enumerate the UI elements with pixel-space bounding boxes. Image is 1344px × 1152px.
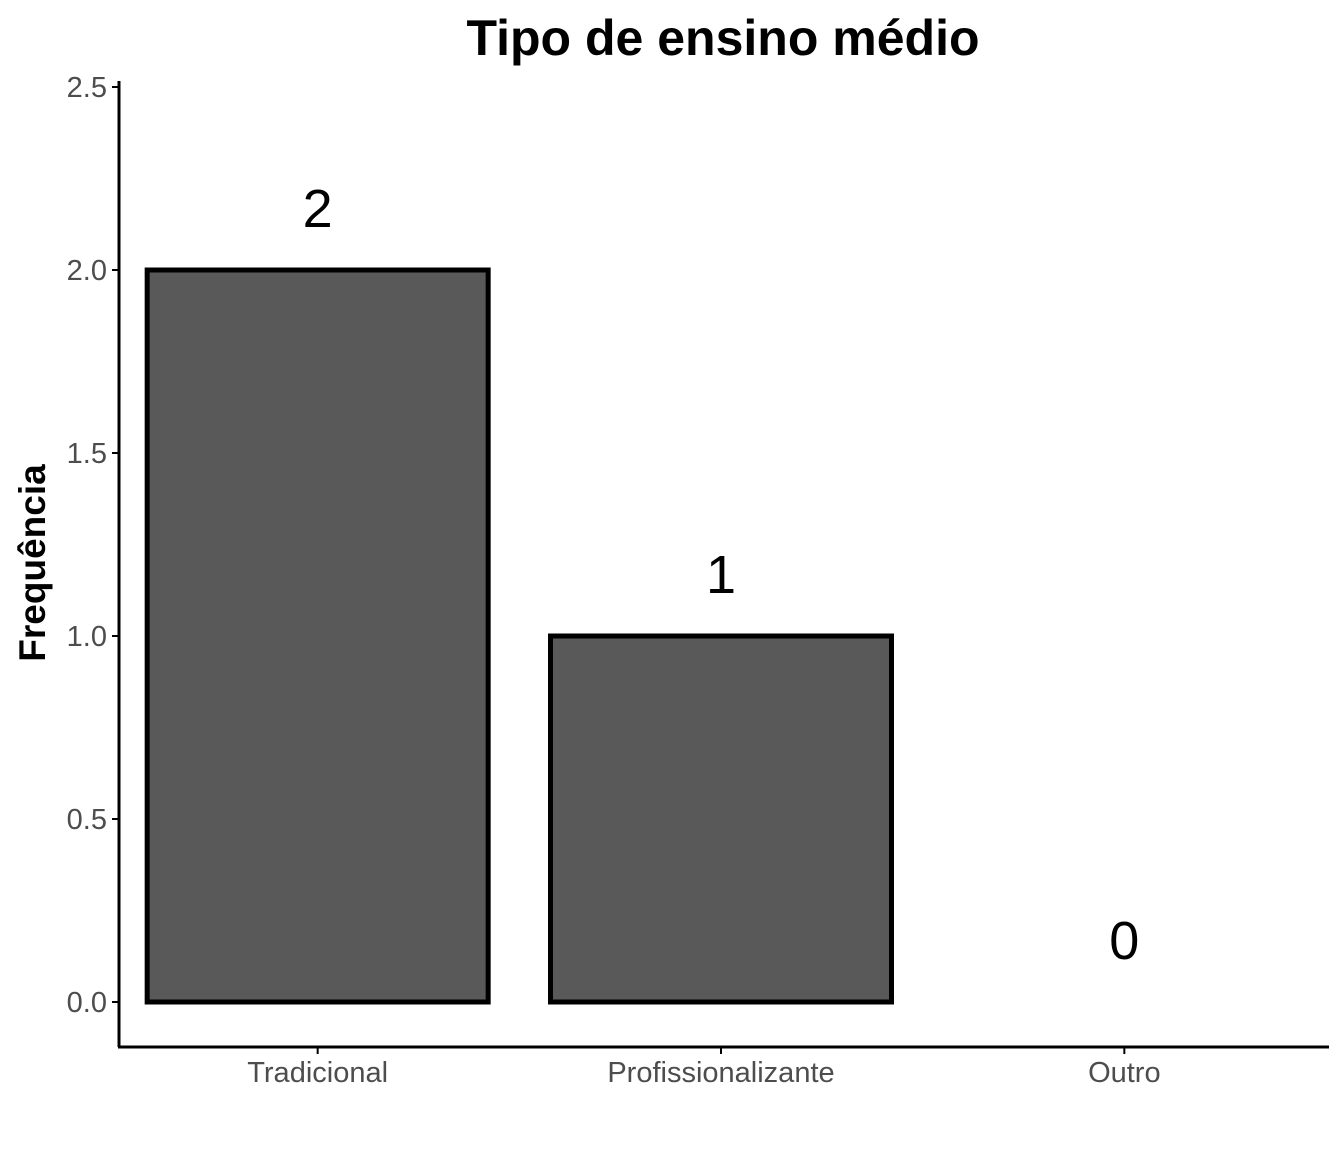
- bar-tradicional: [144, 267, 491, 1005]
- x-tick-label: Tradicional: [247, 1057, 388, 1089]
- y-axis-label: Frequência: [12, 464, 53, 662]
- data-labels-group: 2 1 0: [303, 179, 1140, 971]
- x-tick-label: Outro: [1088, 1057, 1161, 1089]
- y-tick-label: 2.0: [67, 255, 107, 287]
- y-tick-label: 2.5: [67, 72, 107, 104]
- data-label-outro: 0: [1109, 911, 1139, 971]
- x-ticks-group: Tradicional Profissionalizante Outro: [247, 1047, 1161, 1089]
- y-tick-label: 1.5: [67, 438, 107, 470]
- y-tick-label: 1.0: [67, 621, 107, 653]
- data-label-tradicional: 2: [303, 179, 333, 239]
- bars-group: [144, 267, 894, 1005]
- data-label-profissionalizante: 1: [706, 545, 736, 605]
- x-tick-label: Profissionalizante: [607, 1057, 834, 1089]
- y-ticks-group: 0.0 0.5 1.0 1.5 2.0 2.5: [67, 72, 119, 1019]
- bar-profissionalizante: [548, 633, 894, 1005]
- y-tick-label: 0.5: [67, 804, 107, 836]
- y-tick-label: 0.0: [67, 987, 107, 1019]
- chart-title: Tipo de ensino médio: [466, 10, 979, 66]
